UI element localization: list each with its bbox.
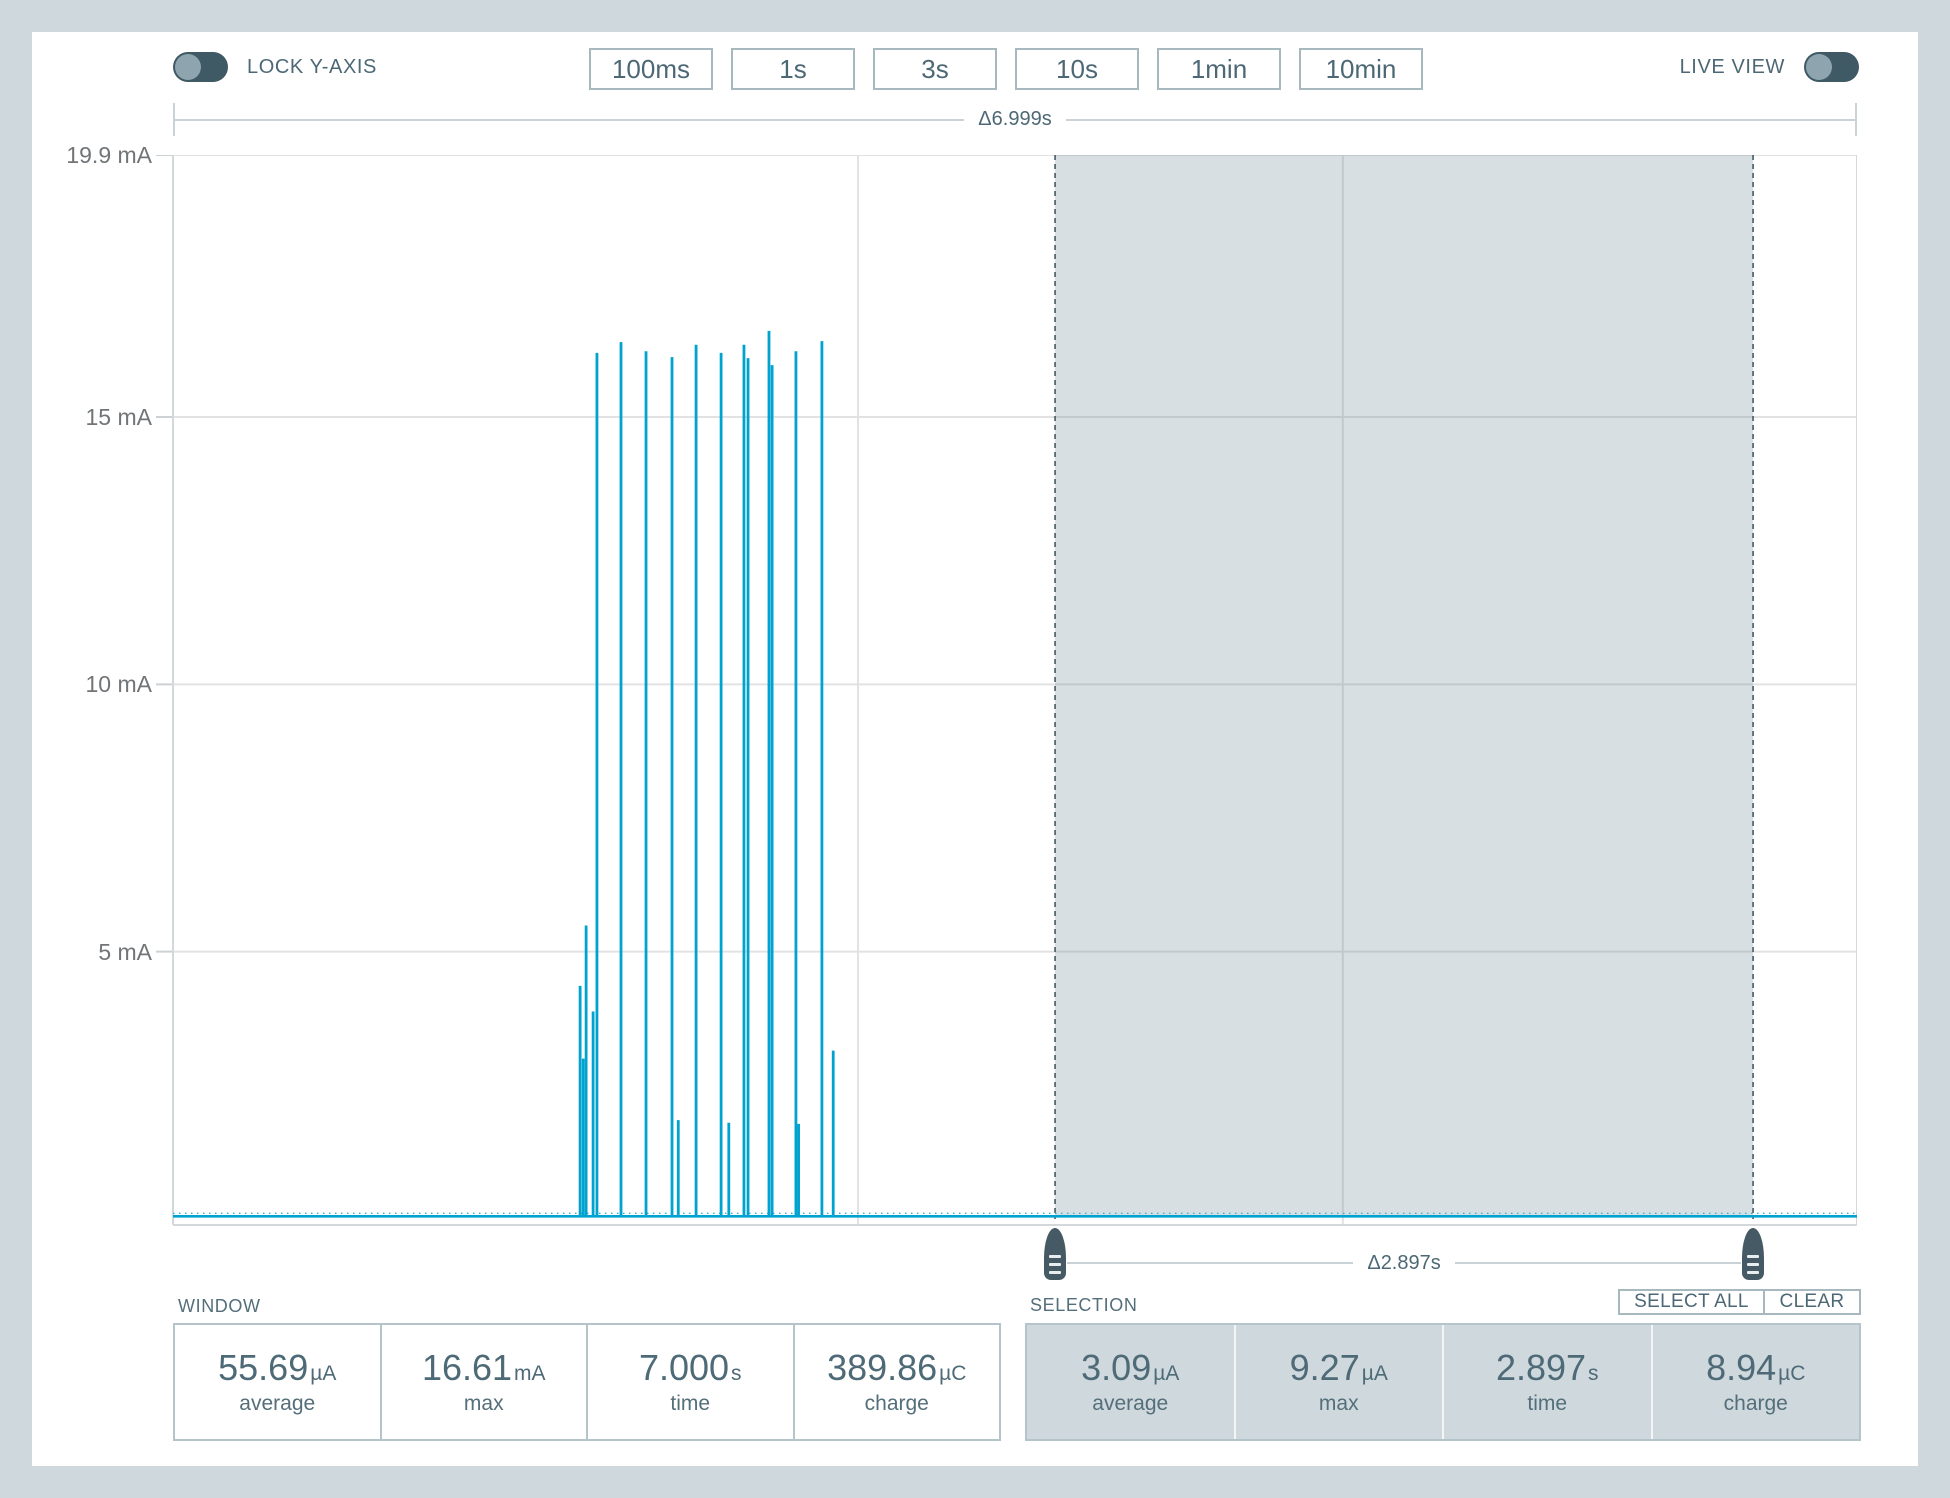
live-view-toggle[interactable] [1804,52,1859,82]
ruler-tick-right [1855,103,1858,136]
stat-unit: s [731,1362,742,1385]
window-stats-panel: 55.69µA average 16.61mA max 7.000s time … [173,1323,1001,1441]
stat-value: 389.86 [827,1347,938,1388]
live-view-control: LIVE VIEW [1680,52,1859,82]
window-section-label: WINDOW [178,1296,261,1316]
window-average-stat: 55.69µA average [175,1325,380,1439]
stat-value: 7.000 [638,1347,730,1388]
ruler-line [1454,1262,1742,1264]
ruler-line [1067,1262,1354,1264]
stat-value: 16.61 [421,1347,513,1388]
select-all-button[interactable]: SELECT ALL [1634,1291,1749,1312]
stat-value: 9.27 [1289,1347,1360,1388]
window-charge-stat: 389.86µC charge [792,1325,1000,1439]
stat-unit: µC [1778,1362,1806,1385]
selection-section-label: SELECTION [1030,1295,1138,1315]
window-max-stat: 16.61mA max [379,1325,587,1439]
selection-handle-left[interactable] [1044,1228,1067,1280]
stat-value: 3.09 [1081,1347,1152,1388]
stat-label: average [239,1392,316,1415]
lock-y-axis-control: LOCK Y-AXIS [173,52,377,82]
selection-max-stat: 9.27µA max [1233,1325,1443,1439]
stat-label: average [1092,1392,1169,1415]
time-window-100ms-button[interactable]: 100ms [589,48,713,90]
live-view-label: LIVE VIEW [1679,55,1785,78]
lock-y-axis-toggle[interactable] [173,52,228,82]
stat-value: 55.69 [218,1347,309,1388]
y-axis-tick-label: 15 mA [85,403,152,430]
stat-unit: µC [939,1362,967,1385]
stat-label: max [463,1392,504,1415]
y-axis-tick-label: 5 mA [98,938,152,965]
selection-delta-label: Δ2.897s [1367,1251,1441,1274]
y-axis-tick-label: 19.9 mA [66,142,152,168]
clear-button[interactable]: CLEAR [1762,1291,1859,1313]
toggle-knob [175,54,201,80]
y-axis-tick-label: 10 mA [85,671,152,698]
time-window-1s-button[interactable]: 1s [731,48,855,90]
stat-unit: µA [310,1362,337,1385]
stat-value: 8.94 [1706,1347,1777,1388]
ruler-line [175,118,965,121]
app-window: LOCK Y-AXIS 100ms 1s 3s 10s 1min 10min L… [32,32,1918,1466]
selection-stats-panel: 3.09µA average 9.27µA max 2.897s time 8.… [1025,1323,1861,1441]
toggle-knob [1806,54,1832,80]
stat-unit: mA [514,1362,546,1385]
time-window-10min-button[interactable]: 10min [1299,48,1423,90]
grip-line [1747,1271,1760,1274]
window-delta-ruler: Δ6.999s [173,103,1858,136]
time-window-1min-button[interactable]: 1min [1157,48,1281,90]
grip-line [1747,1255,1760,1258]
selection-time-stat: 2.897s time [1442,1325,1651,1439]
grip-line [1049,1263,1062,1266]
stat-unit: s [1588,1362,1599,1385]
selection-region[interactable] [1055,155,1754,1217]
time-window-buttons: 100ms 1s 3s 10s 1min 10min [589,48,1423,90]
selection-actions: SELECT ALL CLEAR [1618,1289,1861,1315]
grip-line [1049,1271,1062,1274]
stat-unit: µA [1361,1362,1388,1385]
time-window-3s-button[interactable]: 3s [873,48,997,90]
selection-delta-ruler: Δ2.897s [1067,1251,1742,1274]
time-window-10s-button[interactable]: 10s [1015,48,1139,90]
stat-label: charge [864,1392,929,1415]
window-delta-label: Δ6.999s [978,108,1052,130]
stat-label: time [1527,1392,1568,1415]
stat-value: 2.897 [1495,1347,1587,1388]
y-axis-labels: 19.9 mA 15 mA 10 mA 5 mA [32,32,152,1232]
stat-unit: µA [1153,1362,1180,1385]
ruler-tick-left [173,103,175,136]
ruler-line [1065,118,1856,121]
lock-y-axis-label: LOCK Y-AXIS [247,55,377,78]
stat-label: charge [1723,1392,1788,1415]
selection-charge-stat: 8.94µC charge [1650,1325,1860,1439]
selection-average-stat: 3.09µA average [1027,1325,1234,1439]
stat-label: max [1318,1392,1359,1415]
window-time-stat: 7.000s time [586,1325,793,1439]
grip-line [1049,1255,1062,1258]
grip-line [1747,1263,1760,1266]
stat-label: time [670,1392,711,1415]
selection-handle-right[interactable] [1742,1228,1765,1280]
chart-plot[interactable] [156,155,1857,1227]
